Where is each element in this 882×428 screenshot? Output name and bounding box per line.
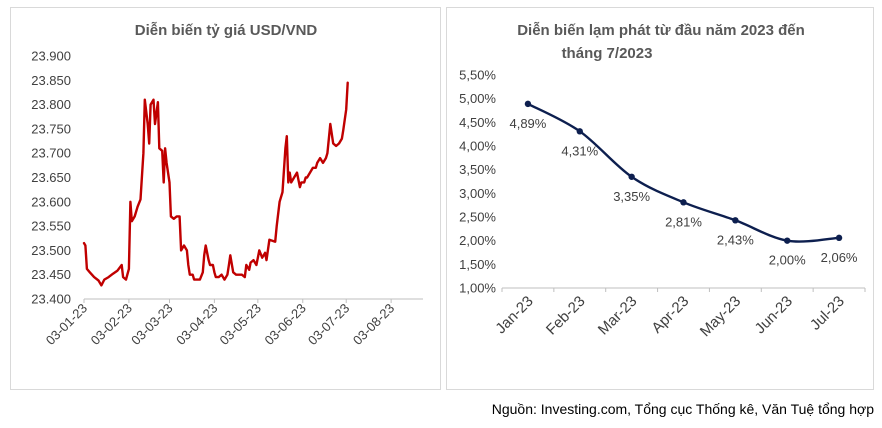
y-tick-label: 23.800 xyxy=(31,97,71,112)
y-tick-label: 23.850 xyxy=(31,73,71,88)
x-tick-label: Mar-23 xyxy=(595,293,641,339)
x-tick-label: Jul-23 xyxy=(807,293,848,334)
data-label: 2,00% xyxy=(769,253,806,268)
data-label: 2,43% xyxy=(717,232,754,247)
x-tick-label: May-23 xyxy=(697,293,744,340)
y-tick-label: 1,00% xyxy=(459,281,496,296)
data-point xyxy=(680,199,687,206)
y-tick-label: 23.650 xyxy=(31,170,71,185)
y-tick-label: 3,50% xyxy=(459,162,496,177)
y-tick-label: 23.450 xyxy=(31,267,71,282)
chart-title-line: tháng 7/2023 xyxy=(562,45,653,62)
y-tick-label: 23.600 xyxy=(31,194,71,209)
inflation-chart-panel: Diễn biến lạm phát từ đầu năm 2023 đến th… xyxy=(446,7,874,390)
usd-vnd-chart: Diễn biến tỷ giá USD/VND 23.400 23.450 23.5… xyxy=(31,22,423,348)
x-tick-label: 03-03-23 xyxy=(128,301,175,348)
usd-vnd-chart-panel: Diễn biến tỷ giá USD/VND 23.400 23.450 23.5… xyxy=(10,7,441,390)
data-point xyxy=(576,128,583,135)
usd-vnd-line xyxy=(82,81,349,287)
y-tick-label: 23.750 xyxy=(31,121,71,136)
x-tick-label: 03-07-23 xyxy=(305,301,352,348)
data-label: 4,89% xyxy=(509,116,546,131)
data-point xyxy=(732,217,739,224)
y-tick-label: 5,50% xyxy=(459,68,496,83)
y-tick-label: 23.550 xyxy=(31,219,71,234)
x-tick-label: 03-02-23 xyxy=(88,301,135,348)
chart-title: Diễn biến tỷ giá USD/VND xyxy=(135,22,318,39)
x-tick-label: 03-04-23 xyxy=(173,301,220,348)
y-tick-label: 23.400 xyxy=(31,292,71,307)
y-tick-label: 23.900 xyxy=(31,49,71,64)
inflation-chart: Diễn biến lạm phát từ đầu năm 2023 đến th… xyxy=(459,22,866,340)
source-note: Nguồn: Investing.com, Tổng cục Thống kê,… xyxy=(491,401,874,417)
y-tick-label: 4,00% xyxy=(459,139,496,154)
y-tick-label: 2,50% xyxy=(459,210,496,225)
data-label: 2,06% xyxy=(821,250,858,265)
chart-title-line: Diễn biến lạm phát từ đầu năm 2023 đến xyxy=(517,22,805,39)
data-label: 4,31% xyxy=(561,143,598,158)
x-tick-label: 03-08-23 xyxy=(350,301,397,348)
x-tick-label: Jan-23 xyxy=(492,293,536,337)
x-tick-label: Apr-23 xyxy=(648,293,692,337)
data-point xyxy=(835,234,843,242)
y-tick-label: 4,50% xyxy=(459,115,496,130)
y-tick-label: 1,50% xyxy=(459,257,496,272)
y-tick-label: 23.700 xyxy=(31,146,71,161)
y-tick-label: 3,00% xyxy=(459,186,496,201)
data-point xyxy=(784,237,791,244)
data-label: 2,81% xyxy=(665,214,702,229)
x-tick-label: 03-01-23 xyxy=(43,301,90,348)
y-tick-label: 2,00% xyxy=(459,233,496,248)
data-point xyxy=(524,100,532,108)
y-tick-label: 5,00% xyxy=(459,91,496,106)
y-tick-label: 23.500 xyxy=(31,243,71,258)
x-tick-label: Feb-23 xyxy=(543,293,589,339)
data-point xyxy=(628,173,635,180)
x-tick-label: Jun-23 xyxy=(752,293,796,337)
x-tick-label: 03-05-23 xyxy=(217,301,264,348)
data-label: 3,35% xyxy=(613,189,650,204)
x-tick-label: 03-06-23 xyxy=(261,301,308,348)
